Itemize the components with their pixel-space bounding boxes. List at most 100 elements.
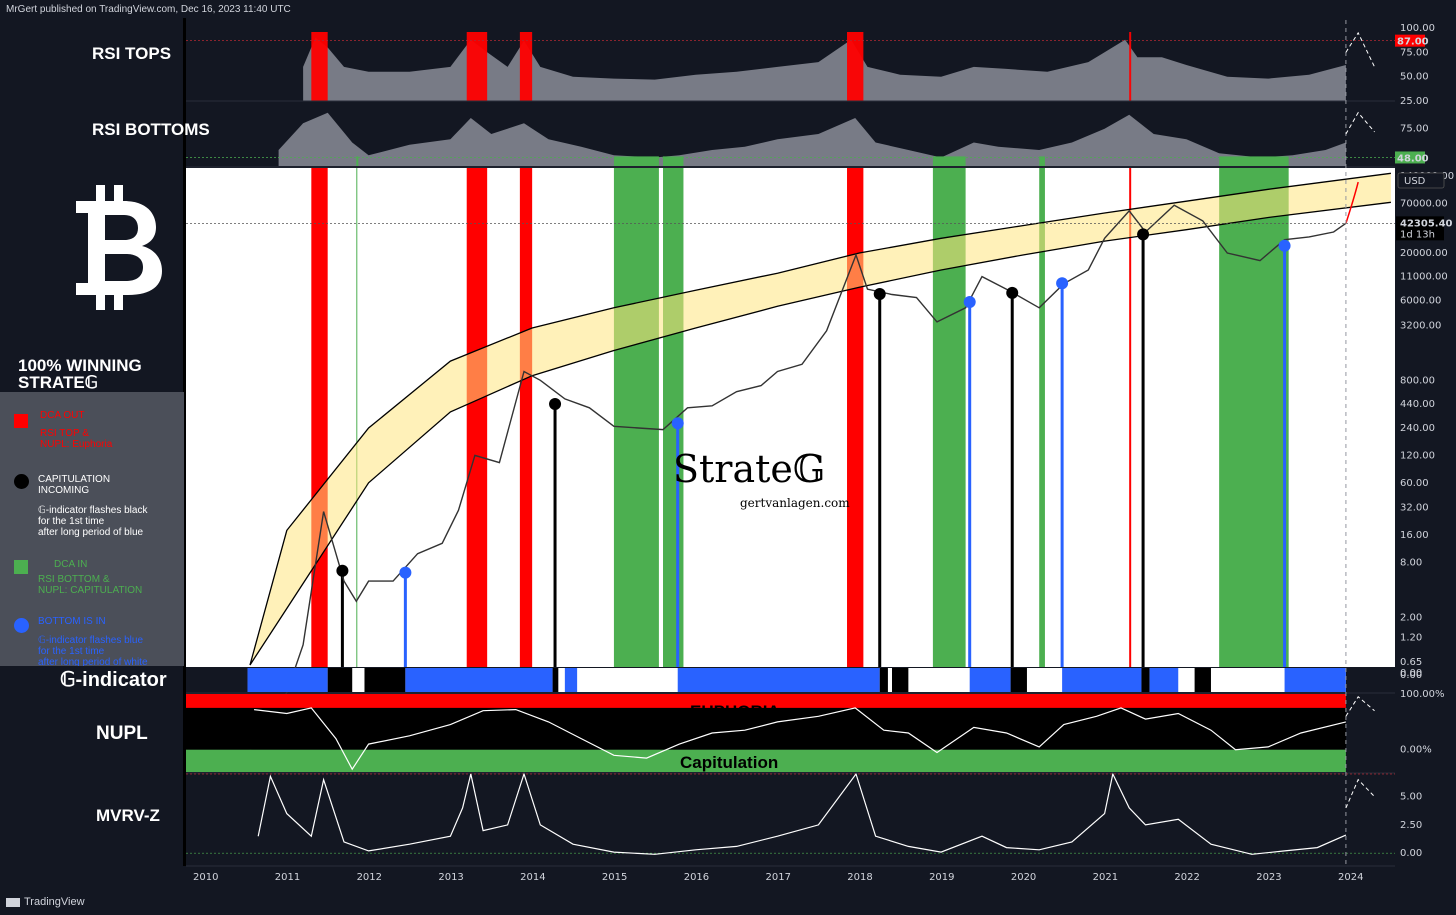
g-indicator-tick-label: 0.00 xyxy=(1400,670,1422,681)
price-tick-label: 3200.00 xyxy=(1400,320,1441,331)
legend-panel: DCA OUT RSI TOP & NUPL: Euphoria CAPITUL… xyxy=(0,392,184,666)
year-tick-label: 2023 xyxy=(1256,872,1281,883)
red-zone xyxy=(847,168,864,667)
g-black-segment xyxy=(892,668,909,692)
year-tick-label: 2011 xyxy=(275,872,300,883)
nupl-euphoria-label: EUPHORIA xyxy=(690,702,780,721)
rsi-bottoms-label: RSI BOTTOMS xyxy=(92,120,210,139)
blue-signal-dot xyxy=(671,417,684,430)
green-zone xyxy=(1219,168,1289,667)
legend-dca-out-title: DCA OUT xyxy=(40,410,85,421)
green-zone xyxy=(663,168,684,667)
nupl-line xyxy=(254,707,1347,771)
bitcoin-logo-icon xyxy=(76,185,162,310)
rsi-tops-last-label: 87.00 xyxy=(1397,37,1429,48)
rsi-tops-red-zone xyxy=(519,32,533,101)
price-tick-label: 60.00 xyxy=(1400,478,1429,489)
price-tick-label: 11000.00 xyxy=(1400,272,1448,283)
price-tick-label: 70000.00 xyxy=(1400,198,1448,209)
price-tick-label: 6000.00 xyxy=(1400,296,1441,307)
rsi-bottoms-green-zone xyxy=(932,156,966,166)
nupl-capitulation-label: Capitulation xyxy=(680,753,778,772)
legend-capitulation-title: CAPITULATION INCOMING xyxy=(38,474,111,496)
g-indicator-label: 𝔾-indicator xyxy=(60,669,167,691)
rsi-tops-tick-label: 50.00 xyxy=(1400,72,1429,83)
year-tick-label: 2019 xyxy=(929,872,954,883)
year-tick-label: 2024 xyxy=(1338,872,1363,883)
year-tick-label: 2013 xyxy=(438,872,463,883)
currency-label: USD xyxy=(1404,176,1426,187)
rsi-tops-area xyxy=(303,37,1346,101)
rsi-tops-tick-label: 25.00 xyxy=(1400,96,1429,107)
black-signal-dot xyxy=(336,564,349,577)
countdown-label: 1d 13h xyxy=(1400,229,1435,240)
rsi-tops-label: RSI TOPS xyxy=(92,44,172,63)
g-blue-segment xyxy=(1284,668,1346,692)
price-tick-label: 20000.00 xyxy=(1400,248,1448,259)
price-tick-label: 8.00 xyxy=(1400,558,1422,569)
rsi-tops-tick-label: 100.00 xyxy=(1400,23,1435,34)
currency-box xyxy=(1397,172,1445,189)
rsi-bottoms-green-zone xyxy=(1219,156,1289,166)
rsi-bottoms-green-zone xyxy=(613,156,659,166)
red-zone xyxy=(466,168,488,667)
red-zone xyxy=(1129,168,1132,667)
projection-dashed xyxy=(1345,696,1375,717)
price-tick-label: 0.00 xyxy=(1400,668,1422,679)
strategy-title: 100% WINNING STRATE𝔾 xyxy=(18,357,142,391)
price-tick-label: 2.00 xyxy=(1400,612,1422,623)
price-tick-label: 120.00 xyxy=(1400,450,1435,461)
green-zone xyxy=(356,168,358,667)
year-tick-label: 2017 xyxy=(766,872,791,883)
price-tick-label: 0.65 xyxy=(1400,657,1422,668)
year-tick-label: 2014 xyxy=(520,872,545,883)
green-zone xyxy=(1039,168,1045,667)
rsi-bottoms-area xyxy=(278,112,1346,166)
year-tick-label: 2015 xyxy=(602,872,627,883)
g-black-segment xyxy=(364,668,406,692)
last-price-box xyxy=(1396,216,1444,241)
log-growth-band xyxy=(250,173,1391,666)
red-zone xyxy=(519,168,533,667)
legend-dca-in-title: DCA IN xyxy=(54,559,88,570)
strategy-title-line1: 100% WINNING xyxy=(18,356,142,375)
year-tick-label: 2016 xyxy=(684,872,709,883)
legend-capitulation-text: 𝔾-indicator flashes black for the 1st ti… xyxy=(38,505,148,538)
legend-bottom-title: BOTTOM IS IN xyxy=(38,616,106,627)
price-tick-label: 440.00 xyxy=(1400,399,1435,410)
mvrv-tick-label: 2.50 xyxy=(1400,820,1422,831)
year-tick-label: 2010 xyxy=(193,872,218,883)
rsi-tops-red-zone xyxy=(847,32,864,101)
nupl-tick-label: 100.00% xyxy=(1400,689,1445,700)
price-axis-bg xyxy=(1395,168,1456,675)
projection-dashed xyxy=(1345,31,1375,68)
price-tick-label: 800.00 xyxy=(1400,375,1435,386)
g-blue-segment xyxy=(677,668,880,692)
red-zone xyxy=(311,168,328,667)
black-signal-dot xyxy=(1137,228,1150,241)
rsi-bottoms-green-zone xyxy=(1039,156,1045,166)
price-tick-label: 16.00 xyxy=(1400,530,1429,541)
rsi-bottoms-last-box xyxy=(1395,151,1425,164)
price-tick-label: 240.00 xyxy=(1400,423,1435,434)
black-signal-dot xyxy=(873,287,886,300)
legend-red-square xyxy=(14,414,28,428)
nupl-tick-label: 0.00% xyxy=(1400,745,1432,756)
price-panel-bg xyxy=(186,168,1395,667)
publish-header: MrGert published on TradingView.com, Dec… xyxy=(6,4,291,15)
g-blue-segment xyxy=(1149,668,1179,692)
rsi-tops-last-box xyxy=(1395,34,1425,47)
g-black-segment xyxy=(1010,668,1027,692)
band-lower-line xyxy=(249,201,1391,666)
year-tick-label: 2018 xyxy=(847,872,872,883)
legend-black-dot xyxy=(14,474,29,489)
left-divider xyxy=(183,18,186,866)
projection-dashed xyxy=(1345,778,1375,809)
projection-dashed xyxy=(1345,111,1375,135)
price-tick-label: 1.20 xyxy=(1400,633,1422,644)
year-tick-label: 2021 xyxy=(1093,872,1118,883)
nupl-euphoria-zone xyxy=(186,694,1346,708)
nupl-label: NUPL xyxy=(96,723,148,744)
black-signal-dot xyxy=(1006,286,1019,299)
